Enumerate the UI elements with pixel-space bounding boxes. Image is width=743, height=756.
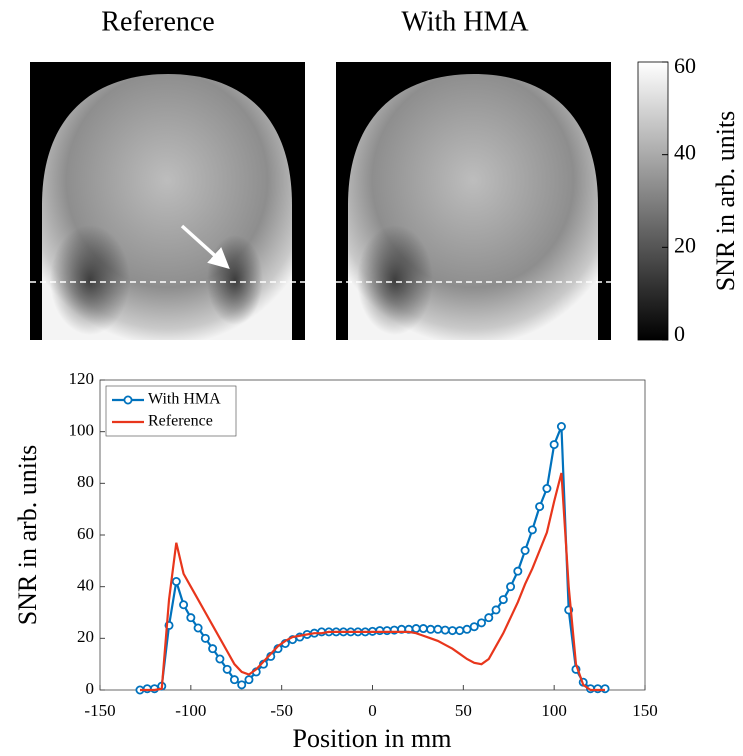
colorbar-label: SNR in arb. units: [711, 111, 740, 292]
point: [535, 502, 545, 512]
point: [600, 684, 610, 694]
point: [418, 624, 428, 634]
point: [506, 582, 516, 592]
point: [469, 622, 479, 632]
colorbar: [637, 61, 669, 341]
point: [382, 626, 392, 636]
series-line: [139, 472, 606, 692]
point: [593, 684, 603, 694]
x-tick-label: 50: [455, 701, 472, 720]
point: [208, 644, 218, 654]
image-title: With HMA: [401, 6, 529, 37]
point: [542, 483, 552, 493]
y-tick-label: 100: [69, 421, 95, 440]
y-tick-label: 40: [77, 576, 94, 595]
point: [462, 624, 472, 634]
point: [513, 566, 523, 576]
point: [142, 684, 152, 694]
y-tick-label: 80: [77, 472, 94, 491]
x-tick-label: 0: [368, 701, 377, 720]
point: [179, 600, 189, 610]
point: [440, 625, 450, 635]
point: [200, 633, 210, 643]
mri-image: [336, 62, 611, 340]
y-tick-label: 60: [77, 524, 94, 543]
colorbar-tick-label: 40: [674, 140, 696, 165]
point: [426, 624, 436, 634]
point: [411, 624, 421, 634]
colorbar-tick-label: 20: [674, 232, 696, 257]
x-axis-label: Position in mm: [293, 724, 452, 753]
mri-image: [30, 62, 305, 340]
point: [171, 577, 181, 587]
point: [229, 675, 239, 685]
legend-label: With HMA: [148, 391, 221, 408]
point: [222, 664, 232, 674]
point: [491, 605, 501, 615]
image-title: Reference: [101, 6, 214, 37]
y-tick-label: 0: [86, 679, 95, 698]
x-tick-label: -150: [84, 701, 115, 720]
point: [498, 595, 508, 605]
point: [433, 624, 443, 634]
y-axis-label: SNR in arb. units: [13, 445, 42, 626]
point: [186, 613, 196, 623]
point: [520, 546, 530, 556]
point: [375, 626, 385, 636]
y-tick-label: 20: [77, 627, 94, 646]
point: [193, 623, 203, 633]
point: [215, 654, 225, 664]
point: [549, 440, 559, 450]
legend-box: [105, 385, 237, 437]
point: [484, 613, 494, 623]
x-tick-label: -100: [175, 701, 206, 720]
point: [476, 618, 486, 628]
legend-label: Reference: [148, 413, 213, 430]
point: [455, 626, 465, 636]
colorbar-tick-label: 0: [674, 321, 685, 346]
x-tick-label: 100: [541, 701, 567, 720]
point: [244, 675, 254, 685]
y-tick-label: 120: [69, 369, 95, 388]
colorbar-tick-label: 60: [674, 53, 696, 78]
x-tick-label: -50: [270, 701, 293, 720]
point: [447, 626, 457, 636]
point: [556, 421, 566, 431]
x-tick-label: 150: [632, 701, 658, 720]
point: [527, 525, 537, 535]
legend-marker: [123, 395, 133, 405]
point: [237, 680, 247, 690]
